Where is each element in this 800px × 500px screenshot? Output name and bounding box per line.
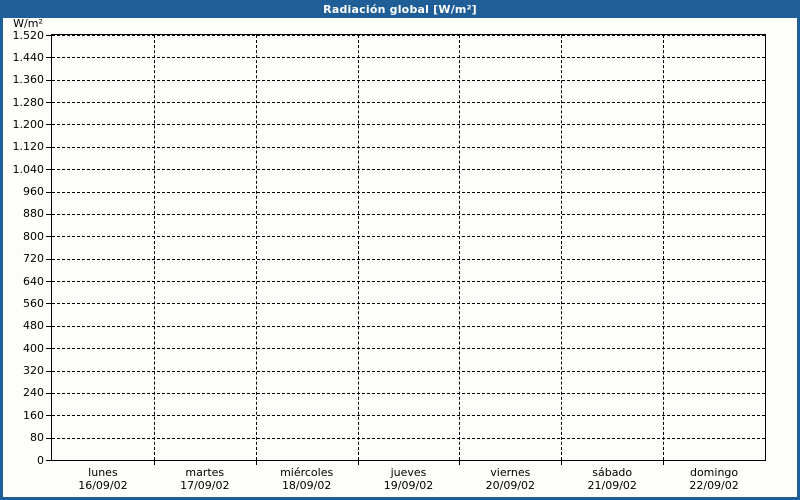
gridline-horizontal	[52, 415, 765, 417]
y-axis-tick-mark	[46, 102, 51, 104]
y-axis-tick-label: 1.520	[12, 28, 45, 42]
x-axis-tick-label: sábado 21/09/02	[557, 466, 667, 492]
y-axis-tick-label: 320	[23, 364, 44, 378]
x-axis-tick-mark	[255, 460, 257, 465]
y-axis-tick-label: 640	[23, 274, 44, 288]
y-axis-tick-label: 800	[23, 229, 44, 243]
gridline-vertical	[153, 35, 155, 460]
y-axis-tick-label: 240	[23, 386, 44, 400]
gridline-horizontal	[52, 236, 765, 238]
y-axis-tick-label: 720	[23, 252, 44, 266]
gridline-vertical	[255, 35, 257, 460]
y-axis-tick-label: 1.040	[12, 162, 45, 176]
y-axis-tick-label: 0	[37, 453, 44, 467]
y-axis-tick-label: 880	[23, 207, 44, 221]
data-series-layer	[52, 35, 765, 460]
y-axis-tick-label: 400	[23, 341, 44, 355]
x-axis-tick-label: martes 17/09/02	[150, 466, 260, 492]
x-axis-day-label: jueves	[390, 466, 427, 479]
x-axis-date-label: 16/09/02	[78, 479, 128, 492]
x-axis-tick-label: domingo 22/09/02	[659, 466, 769, 492]
plot-area	[51, 34, 766, 461]
x-axis-tick-mark	[357, 460, 359, 465]
y-axis-tick-label: 1.360	[12, 73, 45, 87]
y-axis-tick-mark	[46, 325, 51, 327]
gridline-horizontal	[52, 370, 765, 372]
y-axis-tick-mark	[46, 281, 51, 283]
x-axis-day-label: miércoles	[280, 466, 334, 479]
gridline-horizontal	[52, 281, 765, 283]
y-axis-tick-mark	[46, 303, 51, 305]
y-axis-tick-label: 160	[23, 408, 44, 422]
y-axis-tick-mark	[46, 437, 51, 439]
y-axis-tick-label: 480	[23, 319, 44, 333]
gridline-vertical	[357, 35, 359, 460]
y-axis-tick-mark	[46, 191, 51, 193]
chart-area: W/m² 1.520 1.440 1.360 1.280 1.200 1.120 1.040…	[3, 18, 797, 497]
y-axis-tick-label: 960	[23, 185, 44, 199]
y-axis-tick-label: 80	[30, 431, 44, 445]
gridline-horizontal	[52, 213, 765, 215]
gridline-horizontal	[52, 348, 765, 350]
y-axis-tick-mark	[46, 460, 51, 461]
y-axis-tick-mark	[46, 79, 51, 81]
y-axis-tick-label: 1.200	[12, 117, 45, 131]
x-axis-tick-label: viernes 20/09/02	[455, 466, 565, 492]
x-axis-day-label: sábado	[592, 466, 633, 479]
gridline-vertical	[663, 35, 665, 460]
y-axis-tick-mark	[46, 370, 51, 372]
x-axis-date-label: 20/09/02	[485, 479, 536, 492]
x-axis-tick-mark	[663, 460, 665, 465]
y-axis-tick-label: 560	[23, 296, 44, 310]
gridline-horizontal	[52, 57, 765, 59]
gridline-horizontal	[52, 325, 765, 327]
gridline-vertical	[459, 35, 461, 460]
x-axis-day-label: viernes	[490, 466, 531, 479]
y-axis-tick-label: 1.280	[12, 95, 45, 109]
gridline-horizontal	[52, 146, 765, 148]
x-axis-date-label: 21/09/02	[587, 479, 637, 492]
gridline-vertical	[561, 35, 563, 460]
x-axis-tick-label: miércoles 18/09/02	[252, 466, 362, 492]
y-axis-tick-mark	[46, 236, 51, 238]
y-axis-tick-mark	[46, 124, 51, 126]
x-axis-date-label: 22/09/02	[689, 479, 739, 492]
gridline-horizontal	[52, 191, 765, 193]
x-axis-day-label: martes	[185, 466, 225, 479]
gridline-horizontal	[52, 124, 765, 126]
y-axis-tick-mark	[46, 213, 51, 215]
gridline-horizontal	[52, 258, 765, 260]
x-axis-day-label: lunes	[88, 466, 118, 479]
x-axis-tick-mark	[153, 460, 155, 465]
y-axis-unit-label: W/m²	[13, 17, 43, 30]
gridline-horizontal	[52, 102, 765, 104]
y-axis-tick-mark	[46, 415, 51, 417]
y-axis-tick-label: 1.120	[12, 140, 45, 154]
x-axis-tick-mark	[561, 460, 563, 465]
x-axis-tick-label: lunes 16/09/02	[48, 466, 158, 492]
x-axis-date-label: 18/09/02	[281, 479, 332, 492]
page-title: Radiación global [W/m²]	[323, 2, 477, 16]
gridline-horizontal	[52, 437, 765, 439]
x-axis-tick-label: jueves 19/09/02	[354, 466, 464, 492]
y-axis-tick-mark	[46, 35, 51, 36]
y-axis-tick-mark	[46, 258, 51, 260]
gridline-horizontal	[52, 169, 765, 171]
x-axis-date-label: 17/09/02	[180, 479, 230, 492]
y-axis-tick-mark	[46, 57, 51, 59]
gridline-horizontal	[52, 303, 765, 305]
gridline-horizontal	[52, 392, 765, 394]
gridline-horizontal	[52, 79, 765, 81]
window-title-bar: Radiación global [W/m²]	[3, 0, 797, 18]
y-axis-tick-label: 1.440	[12, 50, 45, 64]
x-axis-day-label: domingo	[689, 466, 739, 479]
x-axis-date-label: 19/09/02	[383, 479, 434, 492]
y-axis-tick-mark	[46, 392, 51, 394]
y-axis-tick-mark	[46, 348, 51, 350]
x-axis-tick-mark	[459, 460, 461, 465]
gridline-horizontal	[52, 35, 765, 36]
y-axis-tick-mark	[46, 146, 51, 148]
y-axis-tick-mark	[46, 169, 51, 171]
